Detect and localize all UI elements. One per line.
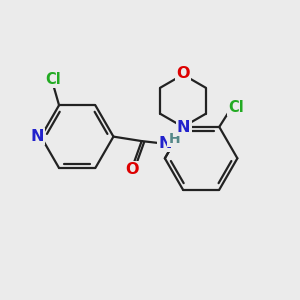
Text: O: O bbox=[125, 162, 139, 177]
Text: N: N bbox=[159, 136, 172, 151]
Text: N: N bbox=[177, 120, 190, 135]
Text: O: O bbox=[176, 66, 190, 81]
Text: Cl: Cl bbox=[45, 72, 61, 87]
Text: H: H bbox=[169, 132, 180, 146]
Text: N: N bbox=[31, 129, 44, 144]
Text: Cl: Cl bbox=[228, 100, 244, 115]
